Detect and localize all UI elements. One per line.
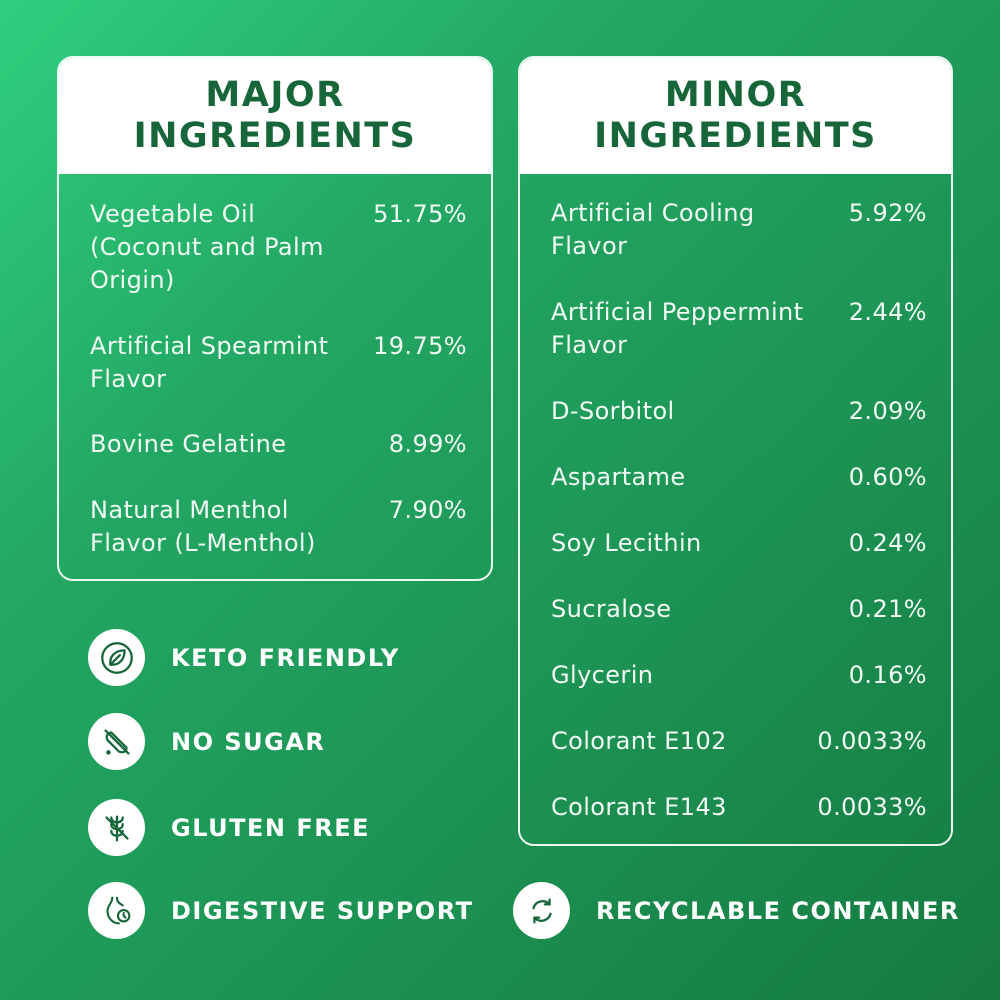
ingredient-name: Glycerin [551,661,654,689]
major-ingredients-list: Vegetable Oil (Coconut and Palm Origin) … [59,174,491,579]
ingredient-name: Artificial Peppermint Flavor [551,298,804,359]
badge-no-sugar: NO SUGAR [88,713,325,770]
ingredient-row: Natural Menthol Flavor (L-Menthol) 7.90% [90,494,467,560]
minor-title-line2: INGREDIENTS [594,116,877,156]
ingredient-row: Aspartame 0.60% [551,461,927,494]
gluten-free-icon [88,799,145,856]
badge-digestive-support: DIGESTIVE SUPPORT [88,882,473,939]
ingredient-name: Soy Lecithin [551,529,702,557]
ingredient-row: Artificial Cooling Flavor 5.92% [551,197,927,263]
badge-label: RECYCLABLE CONTAINER [596,896,960,925]
badge-recyclable-container: RECYCLABLE CONTAINER [513,882,960,939]
ingredient-row: Colorant E102 0.0033% [551,725,927,758]
ingredient-name: Bovine Gelatine [90,430,287,458]
major-ingredients-card: MAJOR INGREDIENTS Vegetable Oil (Coconut… [57,56,493,581]
recycle-icon [513,882,570,939]
minor-ingredients-header: MINOR INGREDIENTS [520,58,951,174]
ingredient-row: Colorant E143 0.0033% [551,791,927,824]
ingredient-name: Natural Menthol Flavor (L-Menthol) [90,496,316,557]
ingredient-row: Vegetable Oil (Coconut and Palm Origin) … [90,198,467,297]
leaf-icon [88,629,145,686]
ingredient-row: Artificial Spearmint Flavor 19.75% [90,330,467,396]
minor-ingredients-card: MINOR INGREDIENTS Artificial Cooling Fla… [518,56,953,846]
digestive-icon [88,882,145,939]
badge-label: KETO FRIENDLY [171,643,400,672]
ingredient-percent: 0.16% [848,661,927,689]
ingredient-name: Vegetable Oil (Coconut and Palm Origin) [90,200,324,294]
ingredient-row: Artificial Peppermint Flavor 2.44% [551,296,927,362]
ingredient-row: Soy Lecithin 0.24% [551,527,927,560]
ingredient-percent: 5.92% [848,199,927,227]
ingredient-percent: 0.0033% [817,727,927,755]
ingredient-percent: 7.90% [388,496,467,524]
ingredient-row: Glycerin 0.16% [551,659,927,692]
ingredient-name: Colorant E102 [551,727,727,755]
ingredient-percent: 0.0033% [817,793,927,821]
minor-title-line1: MINOR [664,75,807,115]
ingredient-percent: 19.75% [373,332,467,360]
ingredient-name: Aspartame [551,463,686,491]
badge-keto-friendly: KETO FRIENDLY [88,629,400,686]
major-title-line1: MAJOR [205,75,345,115]
ingredient-row: D-Sorbitol 2.09% [551,395,927,428]
no-sugar-icon [88,713,145,770]
ingredient-name: D-Sorbitol [551,397,675,425]
badge-label: DIGESTIVE SUPPORT [171,896,474,925]
ingredient-name: Colorant E143 [551,793,727,821]
ingredient-name: Sucralose [551,595,672,623]
ingredient-name: Artificial Cooling Flavor [551,199,755,260]
ingredient-row: Sucralose 0.21% [551,593,927,626]
major-title-line2: INGREDIENTS [133,116,417,156]
badge-label: NO SUGAR [171,727,326,756]
ingredient-percent: 0.60% [848,463,927,491]
badge-label: GLUTEN FREE [171,813,370,842]
ingredient-name: Artificial Spearmint Flavor [90,332,329,393]
minor-ingredients-list: Artificial Cooling Flavor 5.92% Artifici… [520,174,951,844]
ingredient-percent: 0.24% [848,529,927,557]
ingredient-row: Bovine Gelatine 8.99% [90,428,467,461]
major-ingredients-header: MAJOR INGREDIENTS [59,58,491,174]
ingredient-percent: 51.75% [373,200,467,228]
ingredient-percent: 2.09% [848,397,927,425]
ingredient-percent: 2.44% [848,298,927,326]
badge-gluten-free: GLUTEN FREE [88,799,370,856]
ingredient-percent: 8.99% [388,430,467,458]
ingredient-percent: 0.21% [848,595,927,623]
